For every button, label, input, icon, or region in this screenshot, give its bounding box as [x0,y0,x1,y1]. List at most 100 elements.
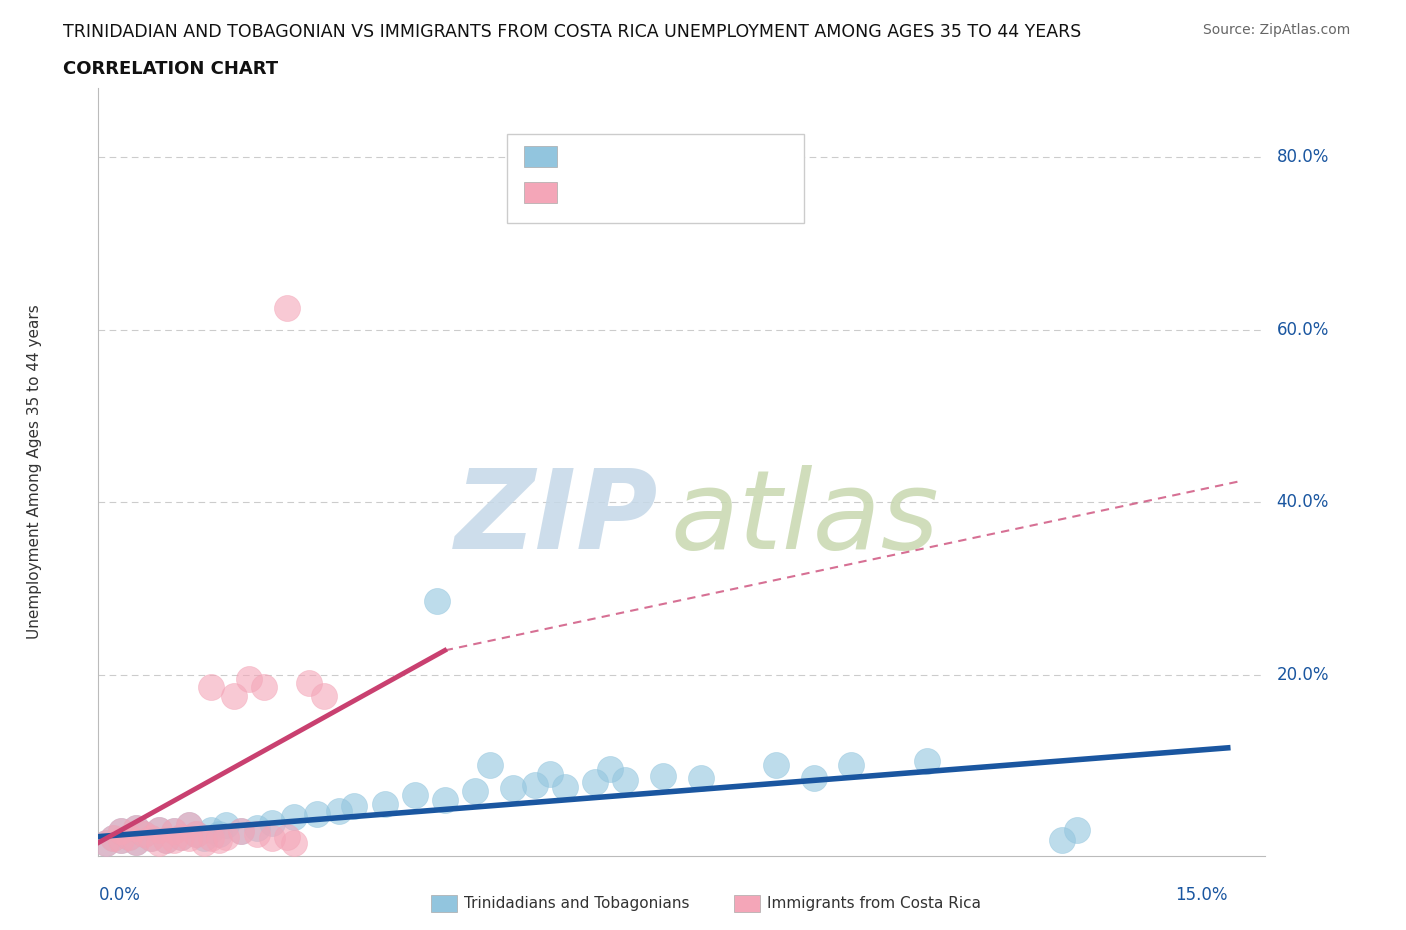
Point [426,594,449,609]
Point [139,830,162,845]
Point [464,783,486,798]
Point [238,671,260,686]
Text: Unemployment Among Ages 35 to 44 years: Unemployment Among Ages 35 to 44 years [27,305,42,639]
Point [404,788,426,803]
Point [215,830,238,844]
Point [524,777,547,792]
Point [200,822,222,837]
Point [283,809,305,824]
Point [193,830,215,845]
Point [103,830,125,845]
Point [155,832,177,847]
Point [125,834,148,849]
Text: 20.0%: 20.0% [1277,666,1329,684]
Point [148,822,170,837]
FancyBboxPatch shape [432,895,457,911]
Point [103,830,125,845]
Point [260,816,283,830]
Point [276,830,298,844]
Point [177,818,200,833]
Point [193,835,215,850]
Text: atlas: atlas [671,464,939,572]
Point [765,758,787,773]
Point [139,830,162,845]
Point [110,824,132,839]
Point [117,830,139,844]
Point [1050,832,1073,847]
Text: TRINIDADIAN AND TOBAGONIAN VS IMMIGRANTS FROM COSTA RICA UNEMPLOYMENT AMONG AGES: TRINIDADIAN AND TOBAGONIAN VS IMMIGRANTS… [63,23,1081,41]
Point [94,835,117,850]
Point [583,775,606,790]
Point [125,820,148,835]
Point [155,832,177,847]
Text: Trinidadians and Tobagonians: Trinidadians and Tobagonians [464,896,689,910]
Text: 80.0%: 80.0% [1277,148,1329,166]
Point [163,824,186,839]
Point [599,762,621,777]
Point [110,824,132,839]
Point [245,827,267,842]
Point [208,827,231,842]
Point [94,835,117,850]
Point [689,771,711,786]
Point [433,792,456,807]
Point [260,830,283,845]
Point [186,827,208,842]
Point [343,798,366,813]
Point [283,835,305,850]
Point [200,830,222,845]
Point [110,832,132,847]
Text: R = 0.248   N = 47: R = 0.248 N = 47 [568,148,733,166]
Point [915,753,938,768]
Point [177,830,200,845]
Point [839,758,862,773]
Point [222,689,245,704]
Point [110,832,132,847]
Point [186,827,208,842]
Point [200,680,222,695]
Point [373,796,395,811]
Point [208,832,231,847]
Text: CORRELATION CHART: CORRELATION CHART [63,60,278,78]
Point [276,300,298,315]
Point [125,820,148,835]
Text: Source: ZipAtlas.com: Source: ZipAtlas.com [1202,23,1350,37]
Point [177,818,200,833]
Point [231,824,253,839]
Point [170,830,193,844]
Point [170,830,193,844]
Point [554,779,576,794]
Text: ZIP: ZIP [456,464,658,572]
Point [163,832,186,847]
Point [1066,822,1088,837]
Point [132,827,155,842]
Point [305,807,328,822]
Point [298,676,321,691]
Point [478,758,501,773]
Point [502,781,524,796]
Point [538,766,561,781]
Text: R = 0.316   N = 34: R = 0.316 N = 34 [568,184,733,202]
FancyBboxPatch shape [508,135,804,222]
Point [231,824,253,839]
Point [245,820,267,835]
Point [253,680,276,695]
Point [803,771,825,786]
FancyBboxPatch shape [734,895,761,911]
FancyBboxPatch shape [524,146,557,167]
Point [314,689,336,704]
Text: Immigrants from Costa Rica: Immigrants from Costa Rica [768,896,981,910]
Point [215,818,238,833]
Point [148,822,170,837]
Point [117,830,139,844]
Point [614,772,637,787]
Point [328,804,350,818]
Text: 40.0%: 40.0% [1277,493,1329,512]
Text: 15.0%: 15.0% [1175,886,1227,904]
Text: 0.0%: 0.0% [98,886,141,904]
Point [125,834,148,849]
Point [132,827,155,842]
Point [148,835,170,850]
Point [163,824,186,839]
FancyBboxPatch shape [524,182,557,204]
